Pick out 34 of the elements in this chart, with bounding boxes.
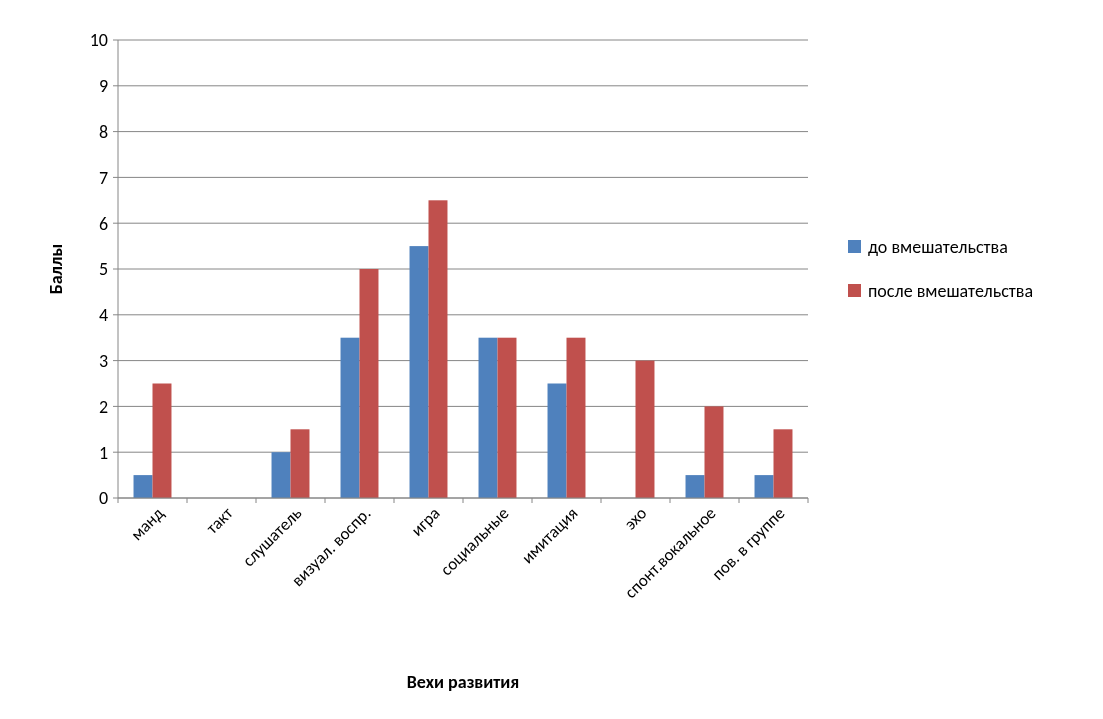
x-axis-title: Вехи развития (406, 671, 520, 693)
bar (566, 337, 586, 498)
y-axis-title: Баллы (45, 243, 67, 295)
y-tick-label: 0 (98, 487, 108, 510)
y-tick-label: 10 (89, 29, 108, 52)
bar (685, 475, 705, 498)
y-tick-label: 9 (98, 75, 108, 98)
bar (704, 406, 724, 498)
bar (497, 337, 517, 498)
y-tick-label: 6 (98, 212, 108, 235)
bar (290, 429, 310, 498)
bar (635, 360, 655, 498)
bar (271, 452, 291, 498)
legend-label: после вмешательства (868, 280, 1034, 303)
y-tick-label: 5 (98, 258, 108, 281)
bar (547, 383, 567, 498)
y-tick-label: 2 (98, 395, 108, 418)
y-tick-label: 4 (98, 304, 108, 327)
bar (478, 337, 498, 498)
bar (428, 200, 448, 498)
bar (773, 429, 793, 498)
bar (340, 337, 360, 498)
bar (754, 475, 774, 498)
y-tick-label: 8 (98, 120, 108, 143)
y-tick-label: 7 (98, 166, 108, 189)
y-tick-label: 1 (98, 441, 108, 464)
y-tick-label: 3 (98, 349, 108, 372)
bar (359, 269, 379, 498)
bar (409, 246, 429, 498)
bar (133, 475, 153, 498)
legend-label: до вмешательства (868, 236, 1008, 259)
bar (152, 383, 172, 498)
x-tick-label: игра (406, 502, 445, 541)
x-tick-label: такт (201, 502, 238, 539)
